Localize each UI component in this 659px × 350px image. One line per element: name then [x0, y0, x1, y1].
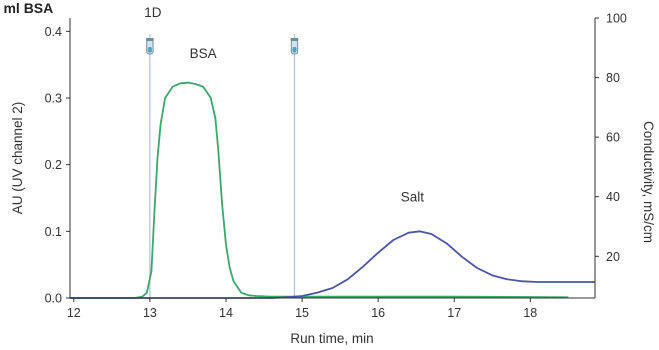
- axes: [69, 18, 596, 299]
- y-tick-label: 0.0: [45, 292, 62, 306]
- chart-title: 10 ml BSA: [0, 0, 53, 16]
- test-tube-cap: [146, 38, 154, 41]
- series-line-1: [70, 81, 569, 299]
- x-tick-label: 14: [219, 306, 233, 320]
- series-line-2: [70, 230, 595, 299]
- x-tick-label: 17: [447, 306, 461, 320]
- y2-tick-label: 60: [606, 131, 620, 145]
- chart-title-group: 10 ml BSA: [0, 0, 53, 16]
- y-tick-label: 0.1: [45, 225, 62, 239]
- y2-tick-label: 100: [606, 12, 627, 26]
- x-tick-label: 12: [67, 306, 81, 320]
- test-tube-cap: [290, 38, 299, 41]
- y-axis-left-title: AU (UV channel 2): [10, 102, 25, 215]
- fraction-marker-label: 1D: [144, 5, 162, 20]
- x-axis-title: Run time, min: [290, 331, 373, 346]
- x-tick-label: 18: [523, 306, 537, 320]
- y-axis-right-title: Conductivity, mS/cm: [641, 121, 656, 243]
- y-tick-label: 0.3: [45, 92, 62, 106]
- test-tube-icon: [146, 38, 154, 55]
- y-axis-right-ticks: 20 40 60 80 100: [595, 12, 627, 264]
- data-series: [70, 81, 595, 299]
- test-tube-icon: [290, 38, 299, 55]
- test-tube-liquid: [292, 47, 297, 53]
- y2-tick-label: 40: [606, 190, 620, 204]
- y-axis-left-ticks: 0.0 0.1 0.2 0.3 0.4: [45, 25, 70, 306]
- fraction-markers: 1D: [144, 5, 299, 298]
- x-tick-label: 13: [143, 306, 157, 320]
- y-tick-label: 0.4: [45, 25, 62, 39]
- x-tick-label: 16: [371, 306, 385, 320]
- y2-tick-label: 20: [606, 250, 620, 264]
- test-tube-liquid: [147, 47, 152, 53]
- x-tick-label: 15: [295, 306, 309, 320]
- y2-tick-label: 80: [606, 71, 620, 85]
- x-axis-ticks: 12 13 14 15 16 17 18: [67, 298, 537, 320]
- peak-label: Salt: [401, 189, 425, 204]
- peak-label: BSA: [190, 46, 217, 61]
- peak-annotations: BSA Salt: [190, 46, 425, 204]
- y-tick-label: 0.2: [45, 158, 62, 172]
